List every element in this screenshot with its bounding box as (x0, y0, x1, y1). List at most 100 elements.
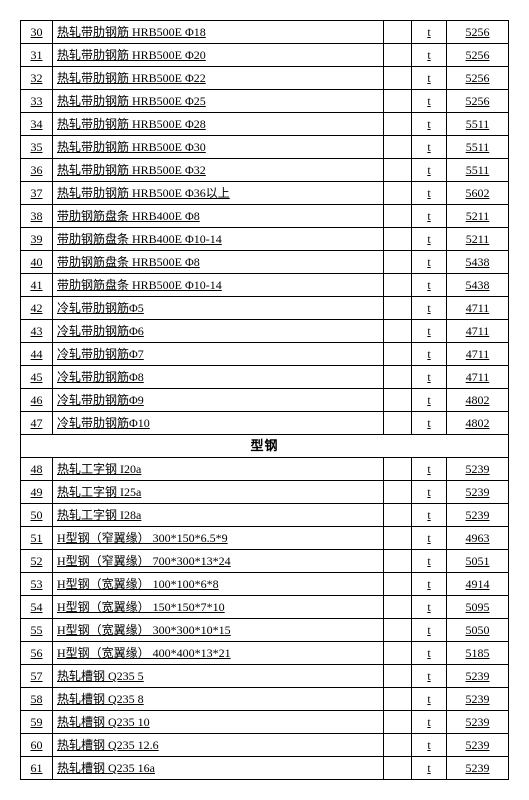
row-price: 5602 (447, 182, 509, 205)
row-price: 4711 (447, 343, 509, 366)
row-description: 带肋钢筋盘条 HRB500E Φ10-14 (53, 274, 384, 297)
table-row: 31热轧带肋钢筋 HRB500E Φ20t5256 (21, 44, 509, 67)
row-price: 5211 (447, 228, 509, 251)
row-number: 41 (21, 274, 53, 297)
row-price: 4711 (447, 366, 509, 389)
row-number: 49 (21, 481, 53, 504)
row-description: 带肋钢筋盘条 HRB400E Φ8 (53, 205, 384, 228)
row-description: 热轧带肋钢筋 HRB500E Φ36以上 (53, 182, 384, 205)
row-number: 54 (21, 596, 53, 619)
table-row: 52H型钢（窄翼缘） 700*300*13*24t5051 (21, 550, 509, 573)
row-unit: t (412, 21, 447, 44)
row-price: 5185 (447, 642, 509, 665)
row-unit: t (412, 90, 447, 113)
row-price: 5239 (447, 688, 509, 711)
row-unit: t (412, 182, 447, 205)
row-blank (384, 642, 412, 665)
row-number: 59 (21, 711, 53, 734)
row-blank (384, 734, 412, 757)
row-unit: t (412, 711, 447, 734)
row-description: 热轧带肋钢筋 HRB500E Φ18 (53, 21, 384, 44)
row-unit: t (412, 67, 447, 90)
row-unit: t (412, 550, 447, 573)
row-unit: t (412, 412, 447, 435)
row-price: 4914 (447, 573, 509, 596)
row-blank (384, 44, 412, 67)
table-row: 51H型钢（窄翼缘） 300*150*6.5*9t4963 (21, 527, 509, 550)
table-row: 43冷轧带肋钢筋Φ6t4711 (21, 320, 509, 343)
row-blank (384, 274, 412, 297)
row-description: 热轧槽钢 Q235 8 (53, 688, 384, 711)
row-description: 带肋钢筋盘条 HRB500E Φ8 (53, 251, 384, 274)
row-unit: t (412, 596, 447, 619)
row-number: 44 (21, 343, 53, 366)
row-blank (384, 182, 412, 205)
row-price: 5256 (447, 44, 509, 67)
row-description: H型钢（窄翼缘） 300*150*6.5*9 (53, 527, 384, 550)
table-row: 36热轧带肋钢筋 HRB500E Φ32t5511 (21, 159, 509, 182)
row-description: H型钢（宽翼缘） 100*100*6*8 (53, 573, 384, 596)
row-unit: t (412, 619, 447, 642)
row-number: 39 (21, 228, 53, 251)
row-price: 5256 (447, 21, 509, 44)
table-row: 60热轧槽钢 Q235 12.6t5239 (21, 734, 509, 757)
row-price: 5239 (447, 481, 509, 504)
row-price: 4963 (447, 527, 509, 550)
row-price: 4711 (447, 320, 509, 343)
row-number: 40 (21, 251, 53, 274)
row-unit: t (412, 343, 447, 366)
row-price: 4802 (447, 389, 509, 412)
row-blank (384, 251, 412, 274)
row-blank (384, 159, 412, 182)
row-number: 48 (21, 458, 53, 481)
table-row: 33热轧带肋钢筋 HRB500E Φ25t5256 (21, 90, 509, 113)
table-row: 42冷轧带肋钢筋Φ5t4711 (21, 297, 509, 320)
row-unit: t (412, 734, 447, 757)
table-row: 34热轧带肋钢筋 HRB500E Φ28t5511 (21, 113, 509, 136)
row-unit: t (412, 113, 447, 136)
row-description: 冷轧带肋钢筋Φ5 (53, 297, 384, 320)
row-unit: t (412, 642, 447, 665)
row-unit: t (412, 44, 447, 67)
row-price: 4711 (447, 297, 509, 320)
row-price: 5256 (447, 90, 509, 113)
row-price: 5511 (447, 159, 509, 182)
section-header-row: 型钢 (21, 435, 509, 458)
row-blank (384, 366, 412, 389)
row-number: 46 (21, 389, 53, 412)
row-description: 热轧工字钢 I28a (53, 504, 384, 527)
row-price: 5511 (447, 113, 509, 136)
row-blank (384, 21, 412, 44)
row-blank (384, 688, 412, 711)
row-number: 60 (21, 734, 53, 757)
row-blank (384, 458, 412, 481)
row-unit: t (412, 297, 447, 320)
row-blank (384, 320, 412, 343)
row-number: 36 (21, 159, 53, 182)
row-blank (384, 711, 412, 734)
row-price: 5438 (447, 274, 509, 297)
row-price: 4802 (447, 412, 509, 435)
row-blank (384, 596, 412, 619)
row-blank (384, 389, 412, 412)
table-row: 59热轧槽钢 Q235 10t5239 (21, 711, 509, 734)
row-description: 热轧槽钢 Q235 5 (53, 665, 384, 688)
row-unit: t (412, 389, 447, 412)
row-blank (384, 113, 412, 136)
row-number: 61 (21, 757, 53, 780)
row-unit: t (412, 366, 447, 389)
row-description: 热轧带肋钢筋 HRB500E Φ22 (53, 67, 384, 90)
row-number: 43 (21, 320, 53, 343)
table-row: 38带肋钢筋盘条 HRB400E Φ8t5211 (21, 205, 509, 228)
row-number: 37 (21, 182, 53, 205)
row-unit: t (412, 159, 447, 182)
row-description: 热轧槽钢 Q235 10 (53, 711, 384, 734)
row-unit: t (412, 205, 447, 228)
row-description: H型钢（窄翼缘） 700*300*13*24 (53, 550, 384, 573)
row-description: 冷轧带肋钢筋Φ7 (53, 343, 384, 366)
row-price: 5256 (447, 67, 509, 90)
row-description: H型钢（宽翼缘） 400*400*13*21 (53, 642, 384, 665)
table-row: 45冷轧带肋钢筋Φ8t4711 (21, 366, 509, 389)
row-number: 52 (21, 550, 53, 573)
row-price: 5095 (447, 596, 509, 619)
